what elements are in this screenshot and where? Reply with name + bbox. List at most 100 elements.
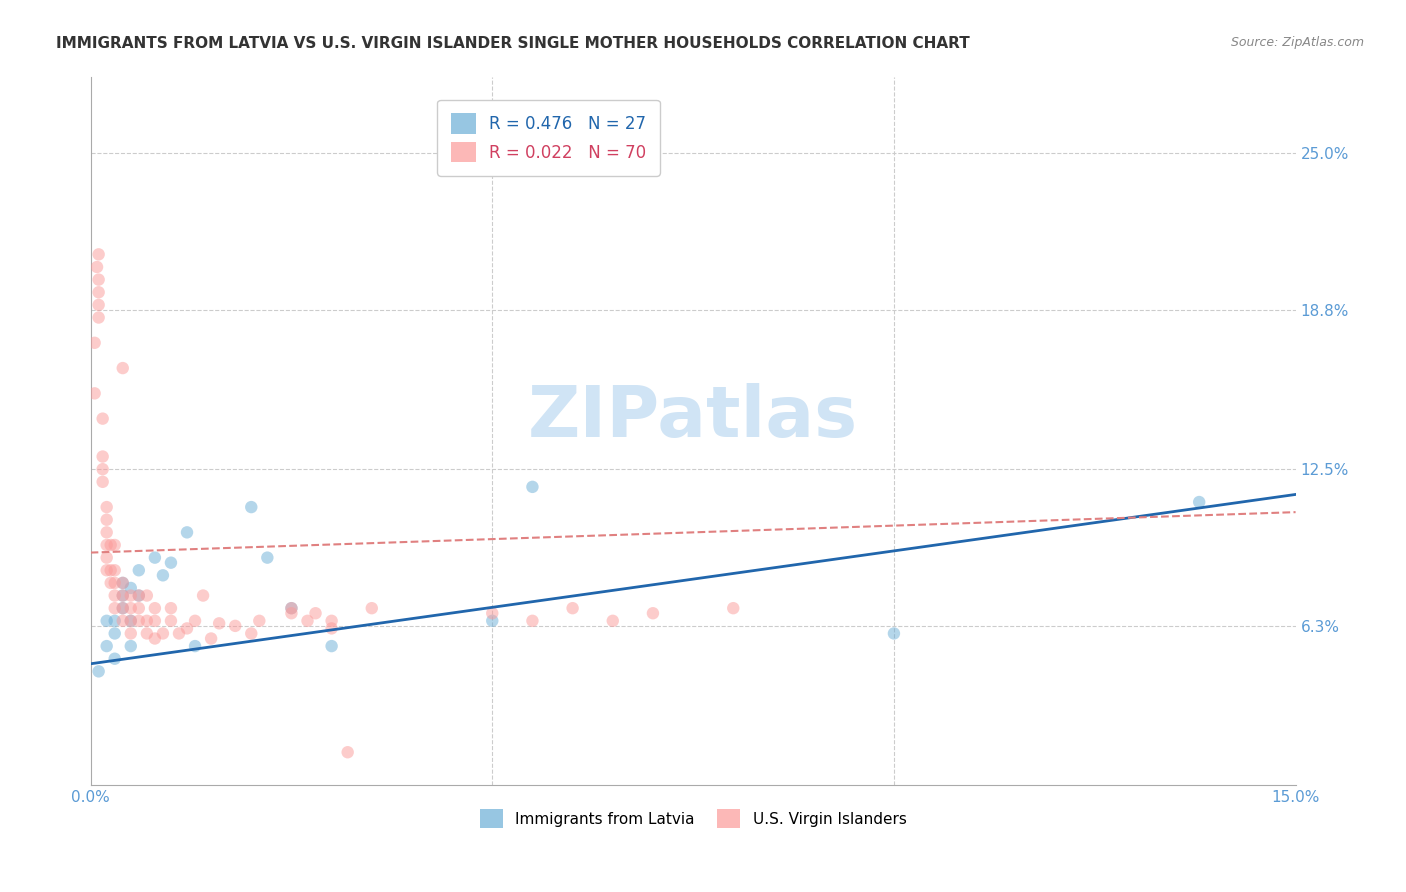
Point [91, 475, 114, 489]
Point [176, 621, 198, 635]
Point [96, 525, 118, 540]
Point [176, 525, 198, 540]
Point [100, 575, 122, 590]
Point [87, 665, 110, 679]
Point [91, 462, 114, 476]
Point [883, 626, 905, 640]
Point [91, 411, 114, 425]
Point [104, 651, 127, 665]
Point [87, 310, 110, 325]
Point [304, 606, 326, 620]
Point [111, 601, 134, 615]
Point [224, 619, 246, 633]
Point [167, 626, 190, 640]
Point [522, 480, 544, 494]
Point [120, 626, 142, 640]
Point [602, 614, 624, 628]
Point [120, 589, 142, 603]
Point [128, 563, 150, 577]
Point [111, 361, 134, 376]
Point [120, 601, 142, 615]
Point [280, 601, 302, 615]
Point [200, 632, 222, 646]
Point [111, 601, 134, 615]
Point [96, 550, 118, 565]
Point [641, 606, 664, 620]
Point [160, 601, 183, 615]
Point [135, 614, 157, 628]
Point [1188, 495, 1211, 509]
Point [104, 626, 127, 640]
Point [321, 639, 343, 653]
Point [160, 614, 183, 628]
Point [128, 589, 150, 603]
Point [128, 614, 150, 628]
Point [723, 601, 745, 615]
Point [561, 601, 583, 615]
Point [96, 500, 118, 514]
Point [96, 639, 118, 653]
Point [152, 626, 174, 640]
Point [280, 601, 302, 615]
Point [184, 639, 207, 653]
Point [360, 601, 382, 615]
Point [83, 386, 105, 401]
Text: IMMIGRANTS FROM LATVIA VS U.S. VIRGIN ISLANDER SINGLE MOTHER HOUSEHOLDS CORRELAT: IMMIGRANTS FROM LATVIA VS U.S. VIRGIN IS… [56, 36, 970, 51]
Point [135, 626, 157, 640]
Point [481, 606, 503, 620]
Point [104, 575, 127, 590]
Point [96, 538, 118, 552]
Point [100, 563, 122, 577]
Point [111, 575, 134, 590]
Legend: Immigrants from Latvia, U.S. Virgin Islanders: Immigrants from Latvia, U.S. Virgin Isla… [474, 803, 912, 834]
Point [120, 639, 142, 653]
Text: Source: ZipAtlas.com: Source: ZipAtlas.com [1230, 36, 1364, 49]
Point [87, 285, 110, 300]
Point [87, 298, 110, 312]
Point [191, 589, 214, 603]
Point [184, 614, 207, 628]
Point [321, 621, 343, 635]
Point [256, 550, 278, 565]
Point [91, 450, 114, 464]
Point [143, 614, 166, 628]
Point [247, 614, 270, 628]
Point [135, 589, 157, 603]
Point [128, 601, 150, 615]
Point [128, 589, 150, 603]
Point [208, 616, 231, 631]
Point [104, 601, 127, 615]
Point [297, 614, 319, 628]
Point [321, 614, 343, 628]
Point [100, 538, 122, 552]
Point [96, 614, 118, 628]
Text: ZIPatlas: ZIPatlas [529, 383, 858, 451]
Point [111, 589, 134, 603]
Point [143, 550, 166, 565]
Point [280, 606, 302, 620]
Point [111, 614, 134, 628]
Point [111, 589, 134, 603]
Point [104, 614, 127, 628]
Point [96, 563, 118, 577]
Point [83, 335, 105, 350]
Point [111, 575, 134, 590]
Point [522, 614, 544, 628]
Point [152, 568, 174, 582]
Point [87, 272, 110, 286]
Point [240, 626, 263, 640]
Point [143, 601, 166, 615]
Point [143, 632, 166, 646]
Point [96, 513, 118, 527]
Point [104, 538, 127, 552]
Point [120, 614, 142, 628]
Point [87, 247, 110, 261]
Point [104, 563, 127, 577]
Point [104, 589, 127, 603]
Point [120, 581, 142, 595]
Point [120, 614, 142, 628]
Point [336, 745, 359, 759]
Point [481, 614, 503, 628]
Point [160, 556, 183, 570]
Point [240, 500, 263, 514]
